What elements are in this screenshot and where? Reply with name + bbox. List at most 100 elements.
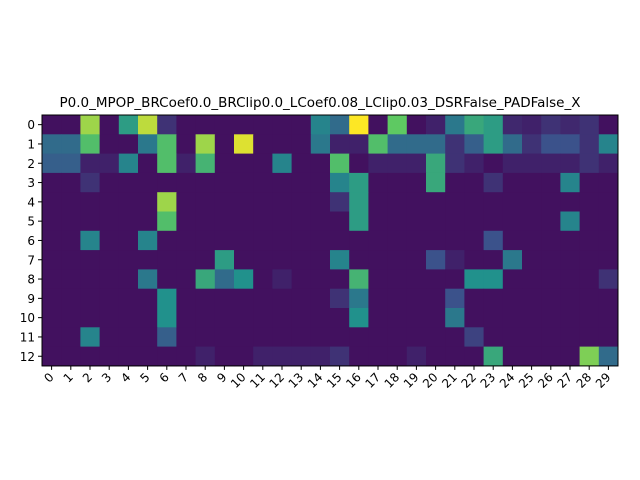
x-tick-label: 0: [41, 370, 56, 385]
heatmap-cell: [445, 172, 465, 193]
heatmap-cell: [464, 211, 485, 232]
heatmap-cell: [560, 288, 581, 309]
heatmap-cell: [522, 346, 542, 367]
heatmap-cell: [157, 211, 177, 232]
heatmap-cell: [272, 134, 293, 155]
heatmap-cell: [426, 327, 446, 348]
heatmap-cell: [598, 172, 619, 193]
heatmap-cell: [522, 269, 542, 290]
heatmap-cell: [483, 288, 504, 309]
heatmap-cell: [99, 172, 120, 193]
heatmap-cell: [118, 172, 139, 193]
heatmap-cell: [464, 250, 485, 270]
heatmap-cell: [138, 327, 158, 348]
y-tick-label: 11: [20, 330, 35, 344]
heatmap-cell: [387, 172, 408, 193]
heatmap-cell: [138, 269, 158, 290]
heatmap-cell: [502, 172, 523, 193]
heatmap-cell: [541, 192, 561, 212]
x-tick-label: 17: [362, 370, 383, 391]
x-tick-label: 14: [305, 370, 326, 391]
heatmap-cell: [61, 250, 81, 270]
heatmap-cell: [330, 288, 350, 309]
heatmap-cell: [176, 250, 197, 270]
heatmap-cell: [349, 288, 369, 309]
heatmap-cell: [176, 269, 197, 290]
y-tick-label: 2: [27, 157, 35, 171]
heatmap-cell: [426, 250, 446, 270]
heatmap-cell: [80, 288, 101, 309]
x-tick-label: 19: [401, 370, 422, 391]
heatmap-cell: [176, 288, 197, 309]
heatmap-cell: [253, 308, 273, 328]
heatmap-cell: [598, 134, 619, 155]
heatmap-cell: [349, 172, 369, 193]
heatmap-cell: [387, 192, 408, 212]
heatmap-cell: [464, 115, 485, 135]
heatmap-cell: [214, 211, 235, 232]
heatmap-cell: [118, 211, 139, 232]
heatmap-cell: [118, 308, 139, 328]
heatmap-cell: [579, 153, 600, 174]
heatmap-cell: [291, 134, 312, 155]
x-tick-label: 11: [247, 370, 268, 391]
heatmap-cell: [253, 172, 273, 193]
heatmap-cell: [61, 269, 81, 290]
heatmap-cell: [138, 211, 158, 232]
heatmap-cell: [387, 346, 408, 367]
heatmap-cell: [598, 153, 619, 174]
heatmap-cell: [579, 327, 600, 348]
heatmap-cell: [234, 134, 254, 155]
heatmap-cell: [61, 346, 81, 367]
heatmap-cell: [445, 308, 465, 328]
heatmap-cell: [560, 269, 581, 290]
heatmap-cell: [560, 172, 581, 193]
y-tick-label: 12: [20, 350, 35, 364]
heatmap-cell: [253, 134, 273, 155]
heatmap-cell: [310, 269, 331, 290]
heatmap-cell: [579, 192, 600, 212]
heatmap-cell: [541, 153, 561, 174]
heatmap-cell: [560, 192, 581, 212]
heatmap-cell: [118, 230, 139, 251]
heatmap-cell: [560, 115, 581, 135]
heatmap-cell: [42, 346, 62, 367]
heatmap-cell: [214, 192, 235, 212]
heatmap-cell: [387, 327, 408, 348]
x-tick-label: 13: [286, 370, 307, 391]
heatmap-cell: [99, 250, 120, 270]
heatmap-cell: [579, 288, 600, 309]
heatmap-cell: [253, 153, 273, 174]
heatmap-cell: [195, 346, 216, 367]
x-tick-label: 22: [458, 370, 479, 391]
heatmap-cell: [406, 172, 427, 193]
heatmap-cell: [253, 288, 273, 309]
y-tick-label: 0: [27, 118, 35, 132]
heatmap-cell: [445, 211, 465, 232]
heatmap-cell: [445, 134, 465, 155]
heatmap-cell: [118, 269, 139, 290]
heatmap-cell: [118, 288, 139, 309]
heatmap-cell: [176, 230, 197, 251]
heatmap-cell: [195, 308, 216, 328]
heatmap-cell: [310, 288, 331, 309]
x-tick-label: 23: [478, 370, 499, 391]
heatmap-cell: [80, 172, 101, 193]
x-tick-label: 20: [420, 370, 441, 391]
x-tick-label: 16: [343, 370, 364, 391]
heatmap-cell: [99, 288, 120, 309]
heatmap-cell: [406, 153, 427, 174]
heatmap-cell: [579, 269, 600, 290]
y-tick-label: 3: [27, 176, 35, 190]
heatmap-cell: [349, 308, 369, 328]
heatmap-cell: [522, 327, 542, 348]
heatmap-cell: [138, 192, 158, 212]
x-tick-label: 7: [176, 370, 191, 385]
heatmap-cell: [42, 153, 62, 174]
heatmap-cell: [483, 308, 504, 328]
heatmap-cell: [234, 153, 254, 174]
heatmap-cell: [99, 134, 120, 155]
heatmap-cell: [195, 250, 216, 270]
heatmap-cell: [214, 134, 235, 155]
heatmap-cell: [272, 211, 293, 232]
